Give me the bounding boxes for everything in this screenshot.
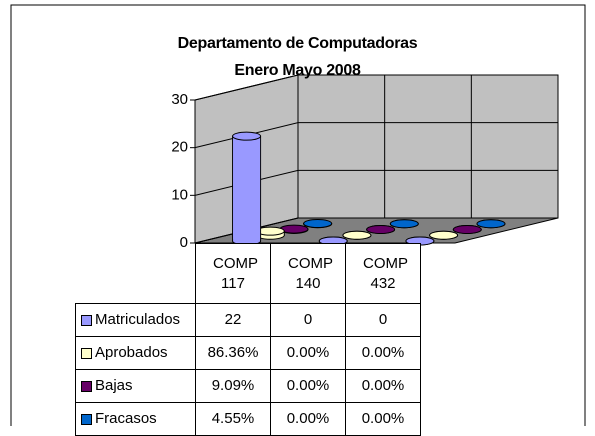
legend-key	[81, 315, 92, 326]
data-cell: 0.00%	[345, 402, 421, 436]
column-top	[477, 220, 505, 228]
y-tick-label: 20	[171, 139, 188, 156]
legend-label: Bajas	[95, 376, 133, 396]
legend-entry: Fracasos	[75, 402, 196, 436]
column	[390, 220, 418, 228]
column	[430, 231, 458, 239]
y-tick-label: 10	[171, 186, 188, 203]
y-tick-label: 0	[180, 234, 188, 251]
legend-key	[81, 414, 92, 425]
data-cell: 0.00%	[270, 402, 346, 436]
data-cell-text: 0	[379, 310, 387, 330]
legend-label: Matriculados	[95, 310, 180, 330]
data-cell: 0	[345, 303, 421, 337]
data-cell: 0.00%	[345, 336, 421, 370]
column	[304, 220, 332, 228]
column-top	[390, 220, 418, 228]
data-cell-text: 86.36%	[208, 343, 259, 363]
data-cell-text: 4.55%	[212, 409, 255, 429]
column-top	[430, 231, 458, 239]
column	[233, 132, 261, 245]
category-header-text: COMP 117	[213, 254, 253, 294]
column-top	[304, 220, 332, 228]
back-wall	[298, 75, 558, 218]
column-top	[367, 226, 395, 234]
column-top	[453, 226, 481, 234]
category-header-text: COMP 140	[288, 254, 328, 294]
column	[453, 226, 481, 234]
data-cell: 0.00%	[345, 369, 421, 403]
category-header: COMP 432	[345, 243, 421, 304]
data-cell-text: 0.00%	[287, 376, 330, 396]
legend-entry: Matriculados	[75, 303, 196, 337]
page: 0 10 20 30 Departamento de Computadoras Ene…	[0, 0, 595, 426]
plot-area: 0 10 20 30	[171, 75, 558, 251]
legend-label: Aprobados	[95, 343, 168, 363]
legend-entry: Bajas	[75, 369, 196, 403]
legend-entry: Aprobados	[75, 336, 196, 370]
column	[477, 220, 505, 228]
data-cell: 22	[195, 303, 271, 337]
column	[343, 231, 371, 239]
legend-key	[81, 348, 92, 359]
category-header: COMP 117	[195, 243, 271, 304]
legend-label: Fracasos	[95, 409, 157, 429]
data-cell-text: 0	[304, 310, 312, 330]
column-body-fill	[233, 136, 260, 241]
data-cell: 0	[270, 303, 346, 337]
chart-title: Departamento de Computadoras Enero Mayo …	[0, 30, 595, 84]
data-cell: 86.36%	[195, 336, 271, 370]
data-cell: 9.09%	[195, 369, 271, 403]
y-tick-label: 30	[171, 91, 188, 108]
category-header-text: COMP 432	[363, 254, 403, 294]
data-cell-text: 22	[225, 310, 242, 330]
data-cell-text: 9.09%	[212, 376, 255, 396]
legend-key	[81, 381, 92, 392]
data-cell: 0.00%	[270, 369, 346, 403]
data-cell-text: 0.00%	[362, 409, 405, 429]
category-header: COMP 140	[270, 243, 346, 304]
column-top	[233, 132, 261, 140]
column	[367, 226, 395, 234]
data-cell-text: 0.00%	[287, 343, 330, 363]
data-cell-text: 0.00%	[362, 343, 405, 363]
column-top	[343, 231, 371, 239]
data-cell: 4.55%	[195, 402, 271, 436]
data-cell-text: 0.00%	[287, 409, 330, 429]
data-cell: 0.00%	[270, 336, 346, 370]
data-cell-text: 0.00%	[362, 376, 405, 396]
